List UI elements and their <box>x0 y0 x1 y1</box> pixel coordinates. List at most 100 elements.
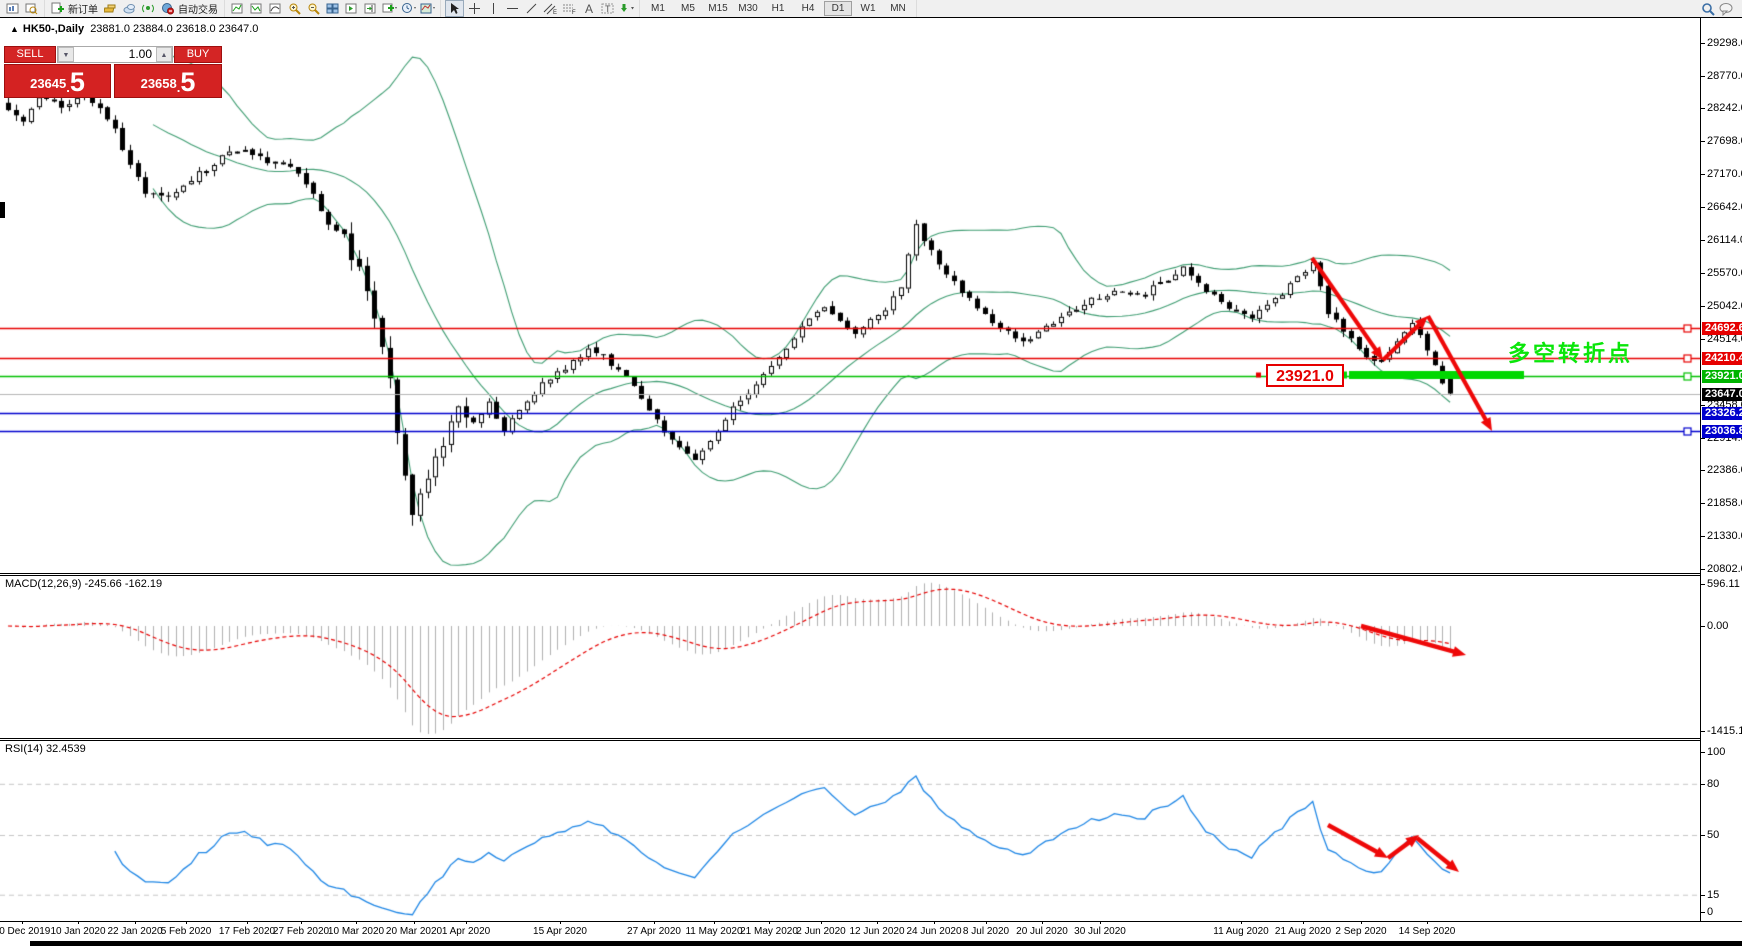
volume-up-button[interactable]: ▲ <box>156 47 172 62</box>
date-tick <box>714 921 715 924</box>
template-icon[interactable] <box>419 1 436 16</box>
date-tick-label: 12 Jun 2020 <box>849 926 905 937</box>
indicator-list-icon[interactable] <box>229 1 246 16</box>
timeframe-m30-button[interactable]: M30 <box>738 3 758 14</box>
separator-main-macd[interactable] <box>0 573 1742 574</box>
date-tick-label: 21 May 2020 <box>740 926 798 937</box>
axis-tick <box>1701 43 1705 44</box>
period-icon[interactable] <box>400 1 417 16</box>
date-tick <box>301 921 302 924</box>
date-tick-label: 8 Jul 2020 <box>962 926 1010 937</box>
toolbar: 新订单 自动交易 E F A <box>0 0 1742 18</box>
rsi-panel-canvas[interactable] <box>0 740 1700 921</box>
date-tick-label: 1 Apr 2020 <box>441 926 491 937</box>
axis-tick <box>1701 174 1705 175</box>
date-tick-label: 20 Mar 2020 <box>385 926 443 937</box>
timeframe-m1-button[interactable]: M1 <box>651 3 665 14</box>
label-icon[interactable]: T <box>599 1 616 16</box>
fibonacci-icon[interactable]: F <box>561 1 578 16</box>
separator-main-macd-2[interactable] <box>0 575 1742 576</box>
chart-shift-icon[interactable] <box>343 1 360 16</box>
new-chart-icon[interactable] <box>4 1 21 16</box>
channel-icon[interactable]: E <box>542 1 559 16</box>
timeframe-m15-button[interactable]: M15 <box>708 3 728 14</box>
cn-annotation-text[interactable]: 多空转折点 <box>1508 341 1634 366</box>
date-tick <box>934 921 935 924</box>
separator-macd-rsi[interactable] <box>0 738 1742 739</box>
rsi-tick-label: 15 <box>1707 889 1720 901</box>
axis-tick <box>1701 752 1705 753</box>
axis-tick <box>1701 470 1705 471</box>
chart-curve-icon[interactable] <box>267 1 284 16</box>
rsi-label: RSI(14) 32.4539 <box>5 743 86 755</box>
autotrade-label[interactable]: 自动交易 <box>178 5 218 16</box>
date-tick-label: 10 Mar 2020 <box>327 926 385 937</box>
date-tick-label: 22 Jan 2020 <box>107 926 163 937</box>
chat-icon[interactable] <box>1718 1 1735 16</box>
timeframe-m5-button[interactable]: M5 <box>681 3 695 14</box>
date-tick <box>466 921 467 924</box>
timeframe-w1-button[interactable]: W1 <box>860 3 876 14</box>
rsi-tick-label: 0 <box>1707 906 1714 918</box>
collapse-ohlc-icon[interactable]: ▲ <box>10 24 19 34</box>
search-icon[interactable] <box>1699 1 1716 16</box>
hline-icon[interactable] <box>504 1 521 16</box>
text-icon[interactable]: A <box>580 1 597 16</box>
crosshair-icon[interactable] <box>466 1 483 16</box>
volume-stepper: ▼ 1.00 ▲ <box>57 46 173 63</box>
price-tick-label: 27698.0 <box>1707 135 1742 147</box>
window-edge-mark <box>0 202 5 218</box>
price-level-badge: 23647.0 <box>1702 387 1742 401</box>
tile-windows-icon[interactable] <box>324 1 341 16</box>
volume-down-button[interactable]: ▼ <box>58 47 74 62</box>
arrows-icon[interactable] <box>618 1 635 16</box>
timeframe-h1-button[interactable]: H1 <box>771 3 785 14</box>
toolbar-group-objects: E F A T <box>441 0 640 17</box>
price-level-badge: 24210.4 <box>1702 351 1742 365</box>
auto-trading-icon[interactable] <box>159 1 176 16</box>
trendline-icon[interactable] <box>523 1 540 16</box>
new-order-label[interactable]: 新订单 <box>68 5 98 16</box>
axis-tick <box>1701 273 1705 274</box>
add-indicator-icon[interactable] <box>381 1 398 16</box>
macd-panel-canvas[interactable] <box>0 575 1700 738</box>
timeframe-d1-button[interactable]: D1 <box>824 1 852 16</box>
date-tick-label: 5 Feb 2020 <box>160 926 212 937</box>
timeframe-mn-button[interactable]: MN <box>890 3 906 14</box>
date-tick <box>1361 921 1362 924</box>
zoom-out-icon[interactable] <box>305 1 322 16</box>
data-window-icon[interactable] <box>121 1 138 16</box>
vline-icon[interactable] <box>485 1 502 16</box>
objects-list-icon[interactable] <box>248 1 265 16</box>
market-watch-icon[interactable] <box>102 1 119 16</box>
separator-macd-rsi-2[interactable] <box>0 740 1742 741</box>
date-tick-label: 17 Feb 2020 <box>218 926 276 937</box>
main-chart-canvas[interactable] <box>0 18 1700 573</box>
buy-price-button[interactable]: 23658. 5 <box>114 64 222 98</box>
axis-tick <box>1701 569 1705 570</box>
volume-value[interactable]: 1.00 <box>128 47 152 61</box>
zoom-in-icon[interactable] <box>286 1 303 16</box>
buy-button[interactable]: BUY <box>174 46 222 63</box>
axis-tick <box>1701 912 1705 913</box>
sell-price-button[interactable]: 23645. 5 <box>4 64 111 98</box>
date-tick <box>1100 921 1101 924</box>
timeframe-h4-button[interactable]: H4 <box>801 3 815 14</box>
navigator-icon[interactable] <box>140 1 157 16</box>
price-axis[interactable]: 29298.0 28770.0 28242.0 27698.0 27170.0 26642… <box>1700 18 1742 921</box>
auto-scroll-icon[interactable] <box>362 1 379 16</box>
profiles-icon[interactable] <box>23 1 40 16</box>
axis-tick <box>1701 240 1705 241</box>
date-tick <box>1241 921 1242 924</box>
sell-button[interactable]: SELL <box>4 46 56 63</box>
date-tick <box>22 921 23 924</box>
price-tick-label: 24514.0 <box>1707 333 1742 345</box>
new-order-icon[interactable] <box>49 1 66 16</box>
price-label-box[interactable]: 23921.0 <box>1266 364 1344 387</box>
date-tick <box>821 921 822 924</box>
axis-tick <box>1701 731 1705 732</box>
cursor-icon[interactable] <box>445 0 464 17</box>
axis-tick <box>1701 76 1705 77</box>
